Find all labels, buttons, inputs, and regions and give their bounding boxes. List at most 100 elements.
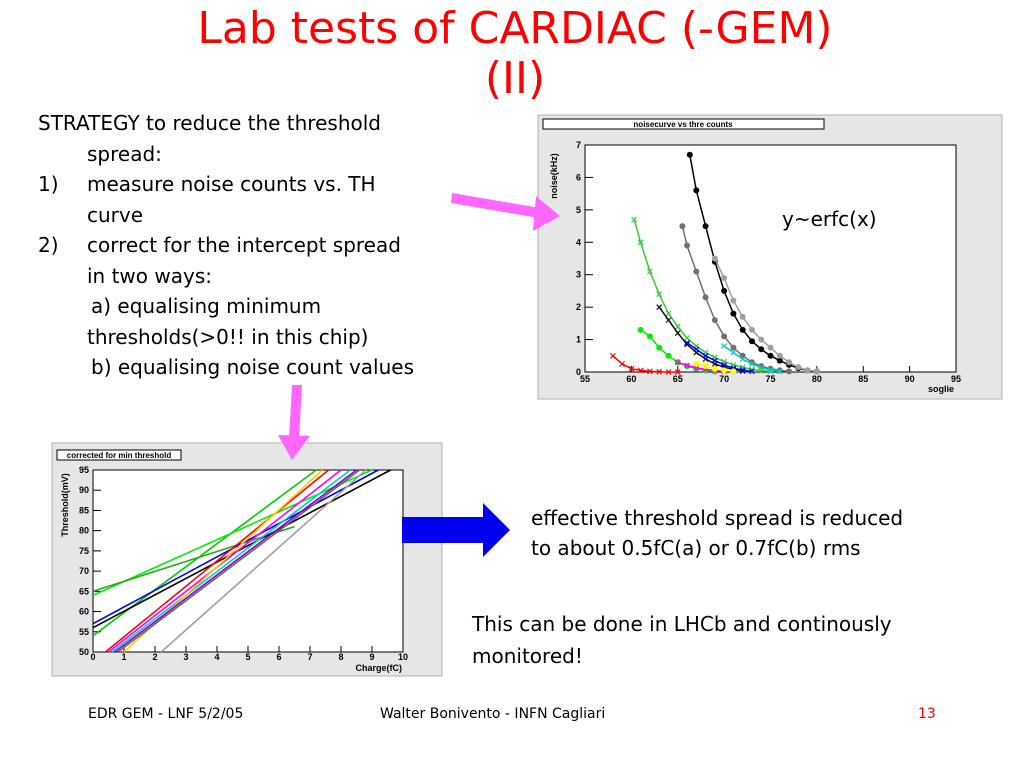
chart1-title: noisecurve vs thre counts [633, 120, 733, 129]
chart1-series-5-point [637, 326, 644, 333]
chart1-series-3-point [711, 255, 718, 262]
chart1-series-3-point [786, 359, 793, 366]
blue-arrow [402, 503, 510, 557]
chart1-series-10-point [721, 367, 728, 374]
chart2-xtick-label: 8 [338, 652, 343, 662]
chart1-plot-area [584, 144, 957, 373]
chart1-series-3-point [767, 344, 774, 351]
chart1-series-6-point [674, 330, 681, 337]
chart1-xtick-label: 95 [951, 374, 961, 384]
chart1-series-1-point [758, 346, 765, 353]
chart1-xtick-label: 60 [626, 374, 636, 384]
chart1-series-4-point [647, 268, 653, 275]
chart1-series-9-point [684, 362, 690, 369]
chart1-series-1-point [767, 352, 774, 359]
chart1-series-11-point [674, 369, 681, 375]
chart1-series-11-point [609, 352, 616, 359]
chart1-series-1-point [702, 223, 709, 230]
step-2-number: 2) [38, 233, 59, 257]
chart1-series-3-point [804, 367, 811, 374]
chart2-xtick-label: 5 [245, 652, 250, 662]
strategy-option-a-line2: thresholds(>0!! in this chip) [87, 324, 369, 349]
chart1-title-box [542, 118, 825, 130]
chart2-series-12-line [117, 469, 361, 653]
slide-title: Lab tests of CARDIAC (-GEM) (II) [100, 4, 930, 104]
chart1-series-10-point [702, 363, 709, 370]
chart1-ytick-label: 0 [576, 367, 581, 377]
chart1-series-2-point [786, 368, 793, 375]
pink-arrow-down-head [278, 435, 310, 460]
title-line-2: (II) [484, 53, 546, 104]
pink-arrow-right [451, 193, 560, 231]
chart2-ylabel: Threshold(mV) [60, 473, 70, 537]
lhcb-line-1: This can be done in LHCb and continously [472, 612, 892, 636]
chart1-ytick-label: 3 [576, 270, 581, 280]
chart2-plot-area [92, 469, 404, 653]
chart2-ytick-label: 55 [79, 627, 89, 637]
chart1-series-4-line [633, 219, 771, 373]
chart1-xtick-label: 90 [905, 374, 915, 384]
strategy-option-b: b) equalising noise count values [91, 355, 414, 379]
chart1-series-3-point [721, 274, 728, 281]
chart1-series-2-point [702, 294, 709, 301]
chart1-series-5-point [665, 352, 672, 359]
chart2-ytick-label: 95 [79, 465, 89, 475]
chart2-series-7-line [108, 469, 342, 653]
chart2-ytick-label: 70 [79, 566, 89, 576]
chart1-series-8-point [776, 368, 783, 375]
chart1-series-7-point [749, 368, 755, 375]
chart1-series-7-point [702, 352, 709, 359]
chart1-series-4-point [631, 216, 638, 223]
chart2-series-5-line [92, 469, 391, 629]
chart2-xlabel: Charge(fC) [356, 663, 403, 673]
chart1-series-7-point [711, 357, 718, 364]
chart1-series-5-point [656, 344, 663, 351]
chart1-series-3-point [813, 368, 820, 375]
chart1-ytick-label: 7 [576, 140, 581, 150]
strategy-option-a-line1: a) equalising minimum [91, 294, 322, 318]
chart2-xtick-label: 6 [276, 652, 281, 662]
chart1-series-3-point [739, 313, 746, 320]
chart1-series-6-point [665, 317, 672, 324]
effective-line-1: effective threshold spread is reduced [531, 506, 904, 530]
chart1-series-1-point [748, 338, 755, 345]
chart2-series-6-line [104, 469, 330, 653]
chart2-xtick-label: 7 [307, 652, 312, 662]
chart1-ytick-label: 1 [576, 335, 581, 345]
chart1-series-8-point [767, 367, 774, 373]
chart1-xlabel: soglie [928, 384, 954, 394]
footer-event: EDR GEM - LNF 5/2/05 [88, 706, 244, 722]
noise-curve-chart: noisecurve vs thre counts 55 60 65 70 75 80 85… [537, 114, 1003, 400]
chart1-xtick-label: 65 [673, 374, 683, 384]
chart1-series-2-point [730, 344, 737, 351]
chart1-ylabel: noise(kHz) [549, 153, 559, 199]
chart1-series-3-point [730, 297, 737, 304]
chart2-series-10-line [114, 469, 357, 653]
chart1-series-7-point [721, 361, 728, 368]
chart1-series-8-point [749, 360, 755, 367]
chart1-series-2-point [693, 268, 700, 275]
chart1-series-3-point [795, 364, 802, 371]
threshold-vs-charge-chart: corrected for min threshold 0 1 2 3 4 5 6 7 8 9 10… [51, 442, 443, 677]
chart2-ytick-label: 90 [79, 485, 89, 495]
strategy-text: STRATEGY to reduce the threshold spread:… [38, 108, 488, 383]
effective-line-2: to about 0.5fC(a) or 0.7fC(b) rms [531, 536, 861, 560]
title-line-1: Lab tests of CARDIAC (-GEM) [197, 3, 833, 54]
chart1-series-8-point [730, 349, 737, 356]
chart2-title: corrected for min threshold [67, 451, 172, 460]
step-1-text: measure noise counts vs. TH [87, 172, 376, 196]
chart1-series-4-point [674, 323, 681, 330]
pink-arrow-down-shaft [289, 385, 302, 440]
chart1-series-1-point [721, 287, 728, 294]
chart1-series-9-point [674, 359, 681, 366]
chart1-series-1-point [776, 357, 783, 364]
chart1-series-11-point [665, 369, 672, 375]
chart2-xtick-label: 4 [214, 652, 219, 662]
chart1-series-8-point [758, 364, 765, 371]
chart1-series-2-point [711, 317, 718, 324]
chart1-series-6-point [656, 304, 663, 311]
chart1-series-1-point [693, 187, 700, 194]
chart1-series-10-point [693, 360, 700, 367]
chart1-ytick-label: 4 [576, 237, 581, 247]
